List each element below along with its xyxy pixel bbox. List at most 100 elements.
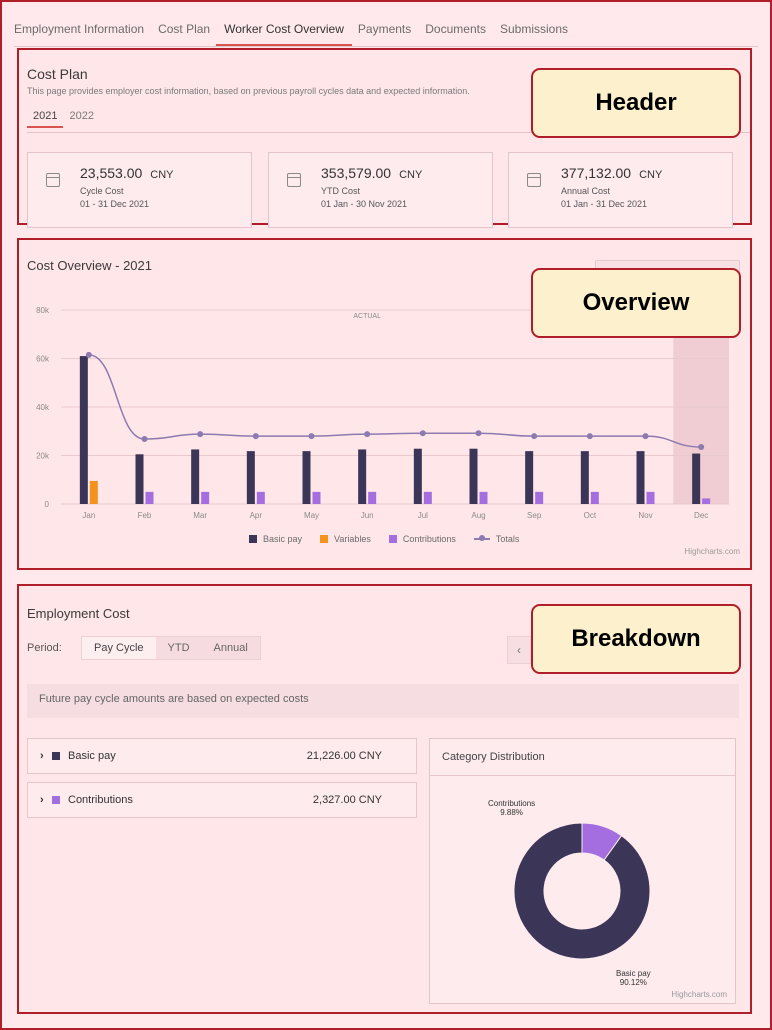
tab-documents[interactable]: Documents xyxy=(425,22,486,36)
bar-contributions xyxy=(312,491,321,504)
breakdown-callout: Breakdown xyxy=(531,604,741,674)
x-tick-label: Mar xyxy=(193,511,207,520)
bar-basic-pay xyxy=(302,451,311,504)
ytd-cost-amount: 353,579.00 CNY xyxy=(321,165,423,181)
category-name: Basic pay xyxy=(68,750,116,762)
bar-contributions xyxy=(702,498,711,504)
tabs-divider xyxy=(14,46,758,47)
category-donut-chart xyxy=(513,822,651,960)
x-tick-label: Jun xyxy=(361,511,374,520)
chevron-right-icon[interactable]: › xyxy=(40,794,44,806)
chart-credit[interactable]: Highcharts.com xyxy=(684,547,740,556)
bar-basic-pay xyxy=(469,448,478,504)
category-swatch xyxy=(52,752,60,760)
calendar-icon xyxy=(46,173,60,187)
bar-basic-pay xyxy=(413,448,422,504)
annual-cost-label: Annual Cost xyxy=(561,186,611,196)
bar-contributions xyxy=(201,491,210,504)
header-callout: Header xyxy=(531,68,741,138)
period-ytd[interactable]: YTD xyxy=(167,642,190,654)
legend-swatch xyxy=(249,535,257,543)
cycle-cost-card: 23,553.00 CNY Cycle Cost 01 - 31 Dec 2021 xyxy=(27,152,252,228)
bar-basic-pay xyxy=(79,356,88,504)
bar-basic-pay xyxy=(358,449,367,504)
donut-credit[interactable]: Highcharts.com xyxy=(671,990,727,999)
bar-basic-pay xyxy=(135,454,144,504)
pie-label-basic-pay: Basic pay 90.12% xyxy=(616,969,651,987)
legend-variables[interactable]: Variables xyxy=(320,534,371,544)
cycle-cost-label: Cycle Cost xyxy=(80,186,124,196)
ytd-cost-range: 01 Jan - 30 Nov 2021 xyxy=(321,199,408,209)
x-tick-label: Nov xyxy=(638,511,652,520)
legend-totals[interactable]: Totals xyxy=(473,534,519,544)
bar-basic-pay xyxy=(525,451,534,504)
totals-point xyxy=(364,431,371,438)
period-pay-cycle[interactable]: Pay Cycle xyxy=(82,637,156,659)
tab-payments[interactable]: Payments xyxy=(357,22,412,36)
overview-section: Cost Overview - 2021 0 20k 40k 60k 80k ACTUAL… xyxy=(17,238,752,570)
totals-point xyxy=(698,444,705,451)
y-tick-label: 80k xyxy=(36,306,50,315)
x-tick-label: Jan xyxy=(82,511,95,520)
cycle-cost-amount: 23,553.00 CNY xyxy=(80,165,174,181)
employment-cost-title: Employment Cost xyxy=(27,606,130,621)
annual-cost-amount: 377,132.00 CNY xyxy=(561,165,663,181)
year-tab-2021[interactable]: 2021 xyxy=(27,106,64,128)
bar-contributions xyxy=(535,491,544,504)
totals-point xyxy=(141,436,148,443)
bar-basic-pay xyxy=(692,453,701,504)
prev-period-button[interactable]: ‹ xyxy=(507,636,531,664)
totals-point xyxy=(419,430,426,437)
totals-point xyxy=(531,433,538,440)
totals-line xyxy=(88,354,702,448)
tab-worker-cost-overview[interactable]: Worker Cost Overview xyxy=(216,14,352,46)
pie-label-contributions: Contributions 9.88% xyxy=(488,799,536,817)
breakdown-section: Employment Cost Period: Pay Cycle YTD An… xyxy=(17,584,752,1014)
donut-slice-basic-pay[interactable] xyxy=(513,822,651,960)
period-annual[interactable]: Annual xyxy=(213,642,248,654)
x-tick-label: Dec xyxy=(694,511,708,520)
y-tick-label: 40k xyxy=(36,403,50,412)
cost-plan-description: This page provides employer cost informa… xyxy=(27,86,470,96)
chart-legend: Basic pay Variables Contributions Totals xyxy=(249,534,537,544)
year-tab-2022[interactable]: 2022 xyxy=(69,110,94,122)
x-tick-label: Apr xyxy=(250,511,263,520)
ytd-cost-card: 353,579.00 CNY YTD Cost 01 Jan - 30 Nov 2… xyxy=(268,152,493,228)
bar-contributions xyxy=(145,491,154,504)
totals-point xyxy=(586,433,593,440)
period-selector: Pay Cycle YTD Annual xyxy=(81,636,261,660)
totals-point xyxy=(197,431,204,438)
bar-variables xyxy=(89,480,98,504)
category-row-contributions[interactable]: › Contributions 2,327.00 CNY xyxy=(27,782,417,818)
x-tick-label: Feb xyxy=(138,511,152,520)
totals-point xyxy=(85,351,92,358)
x-tick-label: May xyxy=(304,511,319,520)
y-tick-label: 60k xyxy=(36,355,50,364)
header-section: Cost Plan This page provides employer co… xyxy=(17,48,752,228)
tab-employment-information[interactable]: Employment Information xyxy=(14,22,145,36)
legend-swatch xyxy=(388,535,397,543)
legend-swatch xyxy=(320,535,329,543)
distribution-divider xyxy=(430,775,735,776)
totals-point xyxy=(642,433,649,440)
chevron-right-icon[interactable]: › xyxy=(40,750,44,762)
category-row-basic-pay[interactable]: › Basic pay 21,226.00 CNY xyxy=(27,738,417,774)
bar-basic-pay xyxy=(191,449,200,504)
chevron-left-icon: ‹ xyxy=(517,643,521,657)
bar-basic-pay xyxy=(246,451,255,504)
tab-submissions[interactable]: Submissions xyxy=(499,22,568,36)
cost-plan-title: Cost Plan xyxy=(27,66,88,82)
x-tick-label: Aug xyxy=(471,511,485,520)
tab-cost-plan[interactable]: Cost Plan xyxy=(158,22,211,36)
ytd-cost-label: YTD Cost xyxy=(321,186,361,196)
legend-contributions[interactable]: Contributions xyxy=(388,534,456,544)
bar-basic-pay xyxy=(580,451,589,504)
bar-basic-pay xyxy=(636,451,645,504)
bar-contributions xyxy=(368,491,377,504)
bar-contributions xyxy=(646,491,655,504)
y-tick-label: 0 xyxy=(45,500,50,509)
legend-basic-pay[interactable]: Basic pay xyxy=(249,534,302,544)
calendar-icon xyxy=(527,173,541,187)
cost-overview-title: Cost Overview - 2021 xyxy=(27,258,152,273)
